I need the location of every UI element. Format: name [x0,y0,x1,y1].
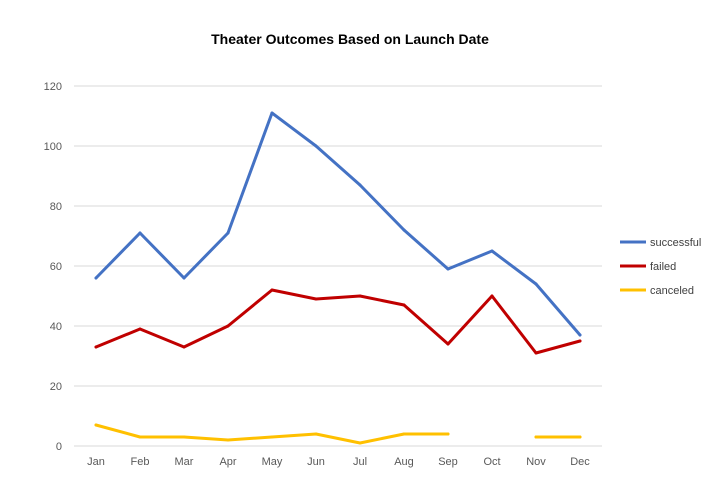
data-point-canceled [314,432,318,436]
x-tick-label: Apr [219,456,236,468]
x-tick-label: Oct [483,456,500,468]
data-point-successful [534,282,538,286]
data-point-successful [402,228,406,232]
x-tick-label: Aug [394,456,414,468]
data-point-failed [446,342,450,346]
y-tick-label: 120 [44,81,62,93]
series-line-canceled [94,423,582,445]
data-point-failed [578,339,582,343]
data-point-canceled [138,435,142,439]
data-point-successful [138,231,142,235]
gridlines [74,85,602,447]
data-point-failed [358,294,362,298]
data-point-successful [314,144,318,148]
legend-label-canceled: canceled [650,285,694,297]
data-point-failed [226,324,230,328]
series-line-successful [94,111,582,337]
y-tick-label: 20 [50,381,62,393]
data-point-failed [270,288,274,292]
data-point-successful [490,249,494,253]
series-lines [94,111,582,445]
y-tick-label: 80 [50,201,62,213]
x-tick-label: Sep [438,456,458,468]
legend-label-successful: successful [650,237,701,249]
y-tick-label: 60 [50,261,62,273]
chart-title: Theater Outcomes Based on Launch Date [211,31,489,47]
series-line-failed [94,288,582,355]
data-point-failed [94,345,98,349]
data-point-failed [138,327,142,331]
data-point-failed [314,297,318,301]
x-axis-tick-labels: Jan Feb Mar Apr May Jun Jul Aug Sep Oct Nov Dec [87,456,590,468]
data-point-canceled [226,438,230,442]
data-point-canceled [182,435,186,439]
data-point-successful [94,276,98,280]
data-point-canceled [402,432,406,436]
data-point-successful [578,333,582,337]
data-point-failed [490,294,494,298]
data-point-failed [182,345,186,349]
x-tick-label: Dec [570,456,590,468]
data-point-canceled [578,435,582,439]
data-point-successful [226,231,230,235]
data-point-canceled [270,435,274,439]
data-point-canceled [446,432,450,436]
legend: successful failed canceled [620,237,701,297]
x-tick-label: Jul [353,456,367,468]
data-point-canceled [94,423,98,427]
legend-label-failed: failed [650,261,676,273]
x-tick-label: Jan [87,456,105,468]
data-point-canceled [358,441,362,445]
data-point-failed [402,303,406,307]
x-tick-label: Jun [307,456,325,468]
x-tick-label: Mar [175,456,194,468]
y-tick-label: 100 [44,141,62,153]
data-point-successful [446,267,450,271]
y-axis-tick-labels: 0 20 40 60 80 100 120 [44,81,62,453]
y-tick-label: 0 [56,441,62,453]
x-tick-label: Nov [526,456,546,468]
data-point-failed [534,351,538,355]
data-point-successful [182,276,186,280]
x-tick-label: May [262,456,283,468]
data-point-successful [270,111,274,115]
data-point-canceled [534,435,538,439]
y-tick-label: 40 [50,321,62,333]
x-tick-label: Feb [131,456,150,468]
data-point-successful [358,183,362,187]
